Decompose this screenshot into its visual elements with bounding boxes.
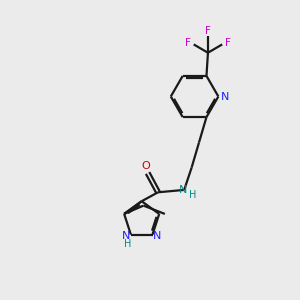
Text: O: O <box>142 161 151 171</box>
Text: F: F <box>185 38 191 48</box>
Text: N: N <box>122 231 130 241</box>
Text: H: H <box>124 239 131 249</box>
Text: N: N <box>221 92 229 101</box>
Text: N: N <box>178 185 187 195</box>
Text: N: N <box>153 231 161 241</box>
Text: H: H <box>189 190 197 200</box>
Text: F: F <box>205 26 211 36</box>
Text: F: F <box>225 38 231 48</box>
